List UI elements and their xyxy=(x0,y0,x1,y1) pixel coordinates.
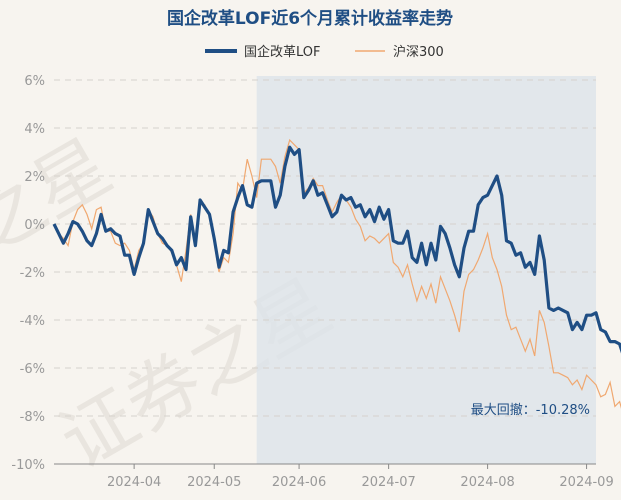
x-tick-label: 2024-06 xyxy=(272,475,326,490)
y-tick-label: 0% xyxy=(24,218,45,233)
x-tick-label: 2024-05 xyxy=(187,475,241,490)
y-tick-label: -6% xyxy=(20,362,45,377)
legend: 国企改革LOF 沪深300 xyxy=(205,44,444,60)
legend-label-fund: 国企改革LOF xyxy=(244,44,321,60)
y-tick-label: 4% xyxy=(24,122,45,137)
chart-title: 国企改革LOF近6个月累计收益率走势 xyxy=(167,8,453,29)
watermark-text: 证券之星 xyxy=(0,123,125,345)
max-drawdown-annotation: 最大回撤：-10.28% xyxy=(471,402,590,418)
y-tick-label: -8% xyxy=(20,410,45,425)
y-tick-label: -4% xyxy=(20,314,45,329)
plot-area: 6%4%2%0%-2%-4%-6%-8%-10% 2024-04 2024-05 2… xyxy=(11,74,621,490)
y-tick-label: 6% xyxy=(24,74,45,89)
max-drawdown-region xyxy=(256,76,596,464)
y-axis: 6% 4% 2% 0% -2% -4% -6% -8% -10% xyxy=(11,74,45,473)
series-line-fund xyxy=(52,145,621,354)
legend-label-index: 沪深300 xyxy=(393,44,444,60)
y-tick-label: -10% xyxy=(11,458,45,473)
x-tick-label: 2024-07 xyxy=(361,475,415,490)
y-tick-label: -2% xyxy=(20,266,45,281)
x-tick-label: 2024-08 xyxy=(460,475,514,490)
x-tick-label: 2024-04 xyxy=(107,475,161,490)
x-tick-label: 2024-09 xyxy=(559,475,613,490)
x-axis: 2024-04 2024-05 2024-06 2024-07 2024-08 2024-… xyxy=(54,463,614,490)
y-tick-label: 2% xyxy=(24,170,45,185)
